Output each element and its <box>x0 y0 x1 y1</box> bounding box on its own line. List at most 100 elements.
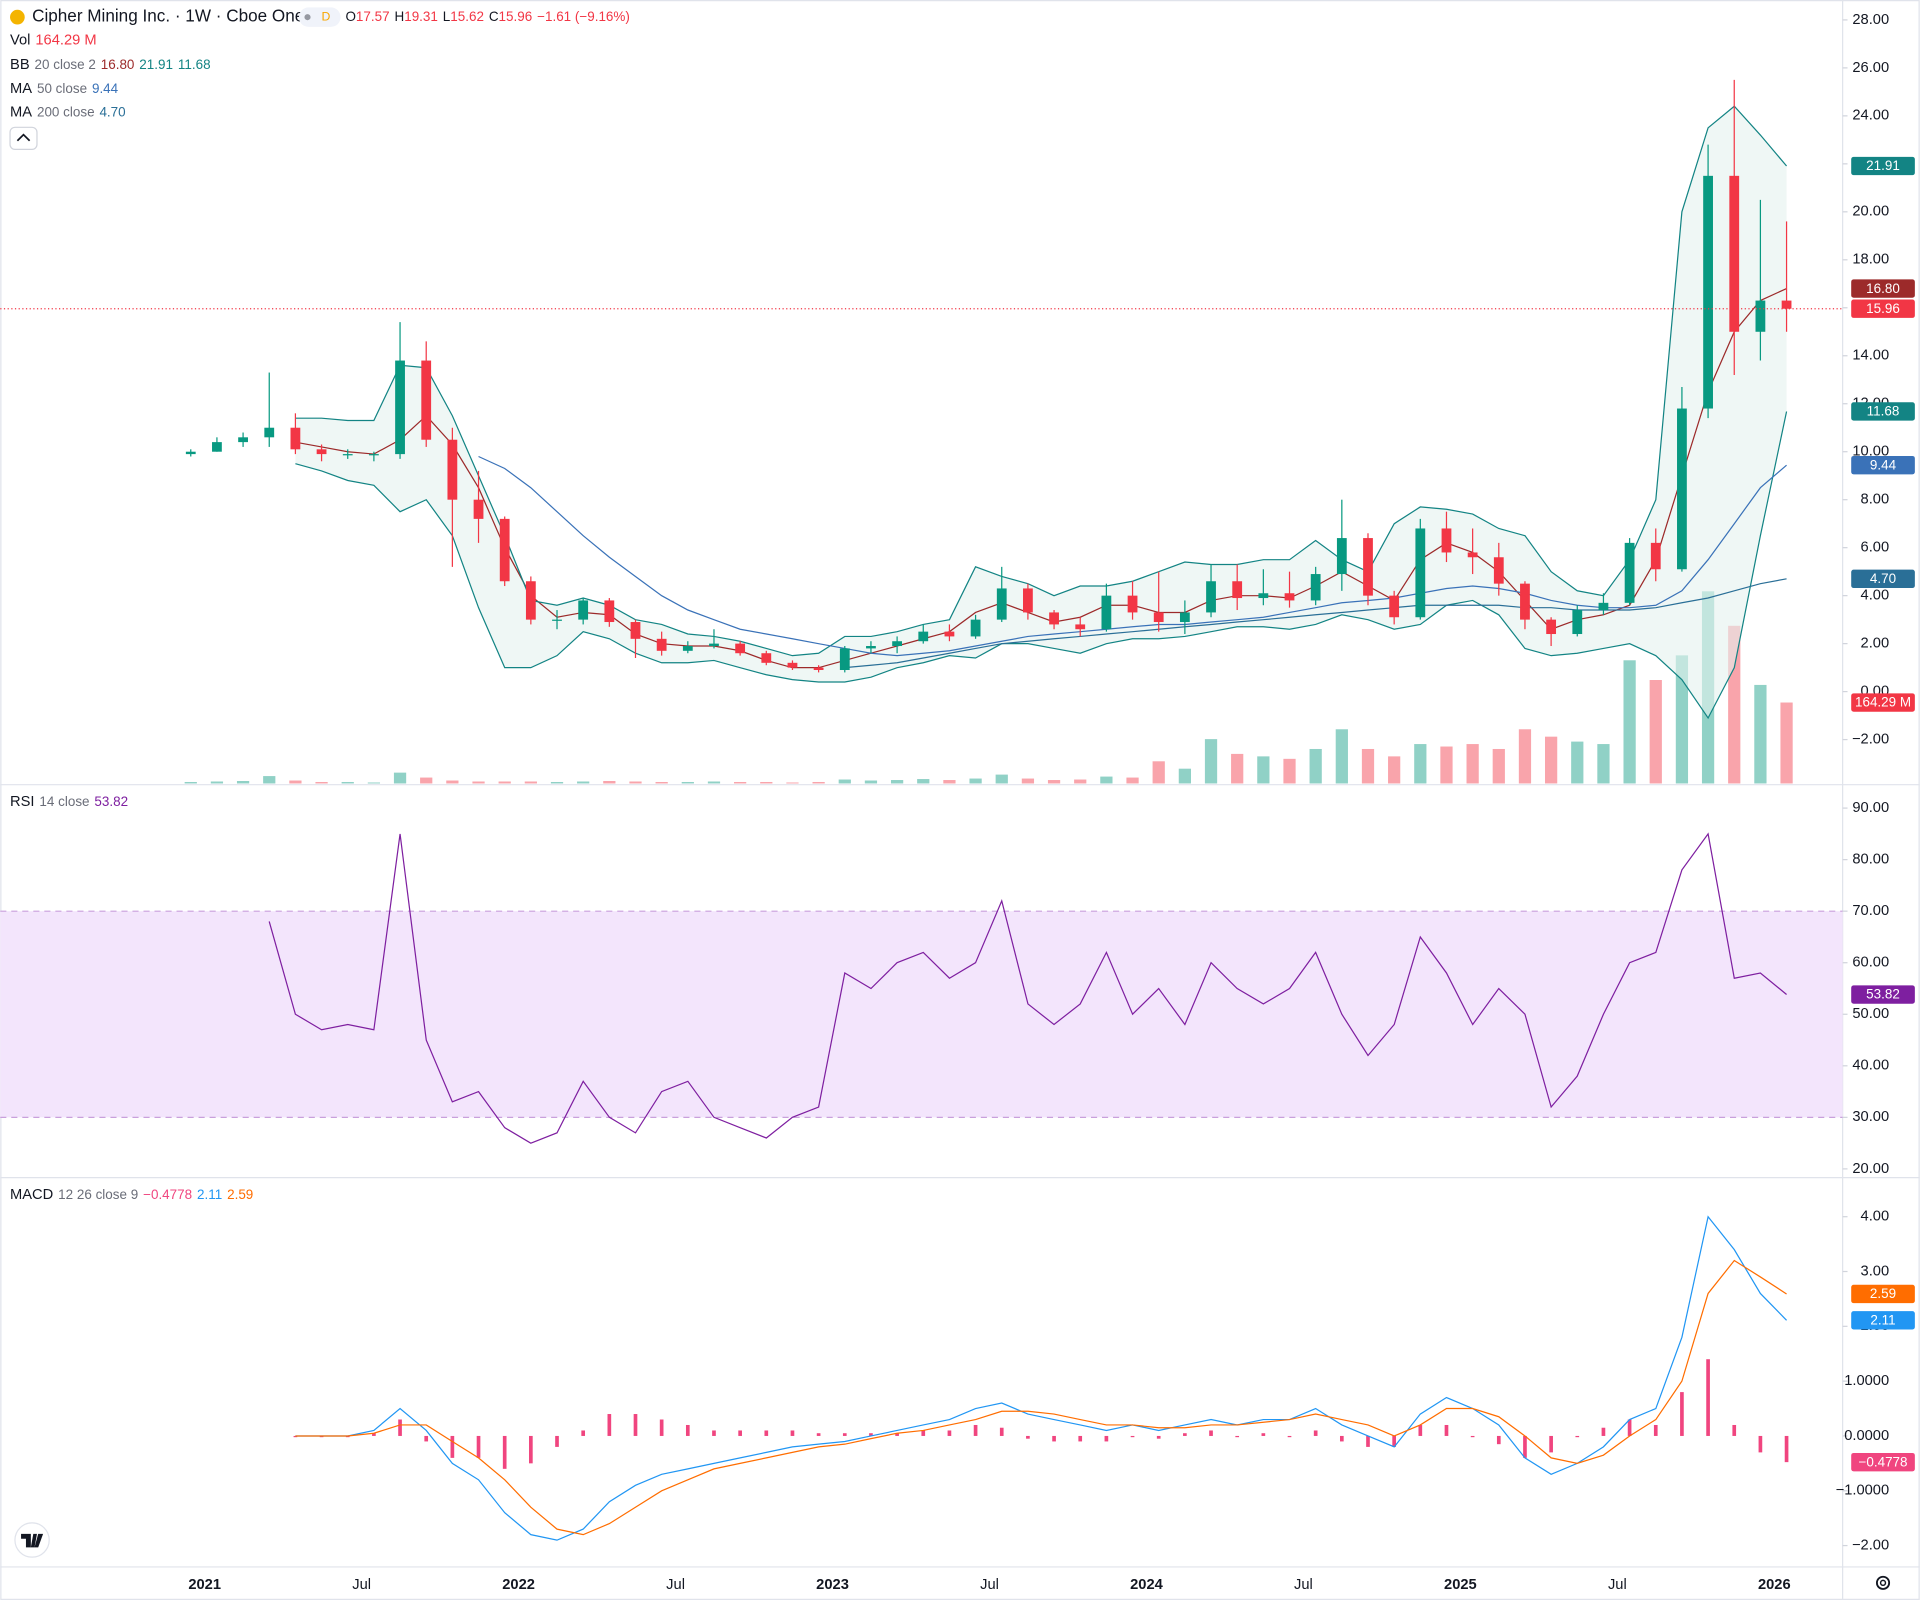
candle-body <box>1677 408 1687 570</box>
candle-body <box>1284 593 1295 601</box>
macd-histogram-bar <box>1706 1359 1710 1436</box>
volume-bar <box>812 781 825 784</box>
x-tick-label: 2021 <box>188 1577 221 1593</box>
macd-histogram-bar <box>581 1430 586 1436</box>
chart-title: Cipher Mining Inc. · 1W · Cboe One <box>32 6 304 26</box>
macd-histogram-bar <box>895 1433 899 1436</box>
macd-histogram-bar <box>502 1435 507 1469</box>
volume-bar <box>864 780 878 784</box>
macd-histogram-bar <box>529 1435 533 1464</box>
y-tick-label: 4.00 <box>1861 588 1890 604</box>
candle-body <box>1310 574 1321 601</box>
volume-bar <box>760 781 773 784</box>
price-badge-label: 15.96 <box>1866 301 1900 316</box>
volume-bar <box>1283 758 1296 784</box>
macd-histogram-bar <box>921 1430 926 1436</box>
y-tick-label: 70.00 <box>1852 903 1889 919</box>
candle-body <box>473 499 484 519</box>
y-tick-label: 3.00 <box>1861 1263 1890 1279</box>
volume-bar <box>629 781 642 784</box>
macd-histogram-bar <box>1183 1433 1187 1436</box>
y-tick-label: 4.00 <box>1861 1209 1890 1225</box>
macd-histogram-bar <box>999 1427 1004 1436</box>
candle-body <box>944 631 955 637</box>
macd-histogram-bar <box>398 1419 402 1436</box>
legend-item: 21.91 <box>139 56 173 71</box>
volume-bar <box>289 780 302 784</box>
candle-body <box>447 439 458 500</box>
volume-bar <box>969 778 982 784</box>
candle-body <box>290 427 301 450</box>
legend-item: 2.59 <box>227 1186 253 1201</box>
price-badge-label: 11.68 <box>1867 404 1900 419</box>
candle-body <box>866 646 876 649</box>
legend-item: H <box>395 9 405 24</box>
candle-body <box>1781 300 1792 309</box>
volume-bar <box>550 781 564 784</box>
macd-histogram-bar <box>973 1424 978 1436</box>
macd-histogram-bar <box>1313 1430 1318 1436</box>
volume-bar <box>1021 778 1035 784</box>
volume-bar <box>367 782 381 784</box>
legend-item: 15.62 <box>450 9 484 24</box>
candle-body <box>1755 300 1766 332</box>
volume-bar <box>1152 761 1165 784</box>
macd-histogram-bar <box>1758 1435 1763 1453</box>
candle-body <box>1493 557 1504 584</box>
y-tick-label: 10.00 <box>1852 444 1889 460</box>
candle-body <box>1389 595 1400 618</box>
macd-histogram-bar <box>842 1433 847 1436</box>
price-badge <box>1851 1311 1915 1330</box>
legend-item: 4.70 <box>99 104 125 119</box>
volume-bar <box>1675 655 1689 784</box>
volume-bar <box>1597 744 1610 784</box>
legend-item: 50 close <box>37 80 87 95</box>
legend-item: O <box>345 9 355 24</box>
legend-item: 200 close <box>37 104 95 119</box>
macd-histogram-bar <box>1627 1419 1632 1436</box>
settings-icon[interactable] <box>1875 1575 1891 1590</box>
macd-histogram-bar <box>1366 1435 1370 1447</box>
candle-body <box>1232 581 1243 599</box>
candle-body <box>787 662 798 668</box>
macd-histogram-bar <box>816 1433 821 1436</box>
legend-row: Vol 164.29 M <box>10 32 97 48</box>
macd-histogram-bar <box>790 1430 795 1436</box>
candle-body <box>761 653 772 663</box>
volume-bar <box>1466 744 1479 784</box>
overlay-line <box>295 287 1787 669</box>
y-tick-label: 90.00 <box>1852 800 1889 816</box>
y-tick-label: −1.0000 <box>1836 1483 1890 1499</box>
bb-fill <box>295 106 1787 718</box>
volume-bar <box>1544 736 1558 784</box>
volume-bar <box>1231 753 1244 784</box>
macd-histogram-bar <box>1496 1435 1501 1445</box>
candle-body <box>1467 552 1478 558</box>
tradingview-logo <box>14 1522 50 1558</box>
price-badge-label: 21.91 <box>1866 158 1900 173</box>
macd-histogram-bar <box>1732 1424 1737 1436</box>
volume-bar <box>1571 741 1584 784</box>
volume-bar <box>707 781 721 784</box>
candle-body <box>212 442 222 452</box>
candle-body <box>1624 542 1635 603</box>
volume-bar <box>1074 779 1087 784</box>
x-tick-label: Jul <box>980 1577 999 1593</box>
volume-bar <box>1257 756 1270 784</box>
volume-bar <box>1100 776 1113 784</box>
y-tick-label: 20.00 <box>1852 204 1889 220</box>
x-tick-label: 2022 <box>502 1577 535 1593</box>
y-tick-label: 50.00 <box>1852 1006 1889 1022</box>
legend-item: 12 26 close 9 <box>58 1186 138 1201</box>
macd-histogram-bar <box>659 1419 664 1436</box>
x-tick-label: 2024 <box>1130 1577 1164 1593</box>
volume-bar <box>236 781 250 784</box>
collapse-button[interactable] <box>9 126 38 150</box>
volume-bar <box>446 780 459 784</box>
overlay-line <box>844 578 1787 669</box>
candle-body <box>656 638 667 651</box>
price-badge-label: −0.4778 <box>1859 1454 1908 1469</box>
price-badge <box>1851 569 1915 589</box>
candle-body <box>499 518 510 582</box>
candle-body <box>1546 619 1557 635</box>
